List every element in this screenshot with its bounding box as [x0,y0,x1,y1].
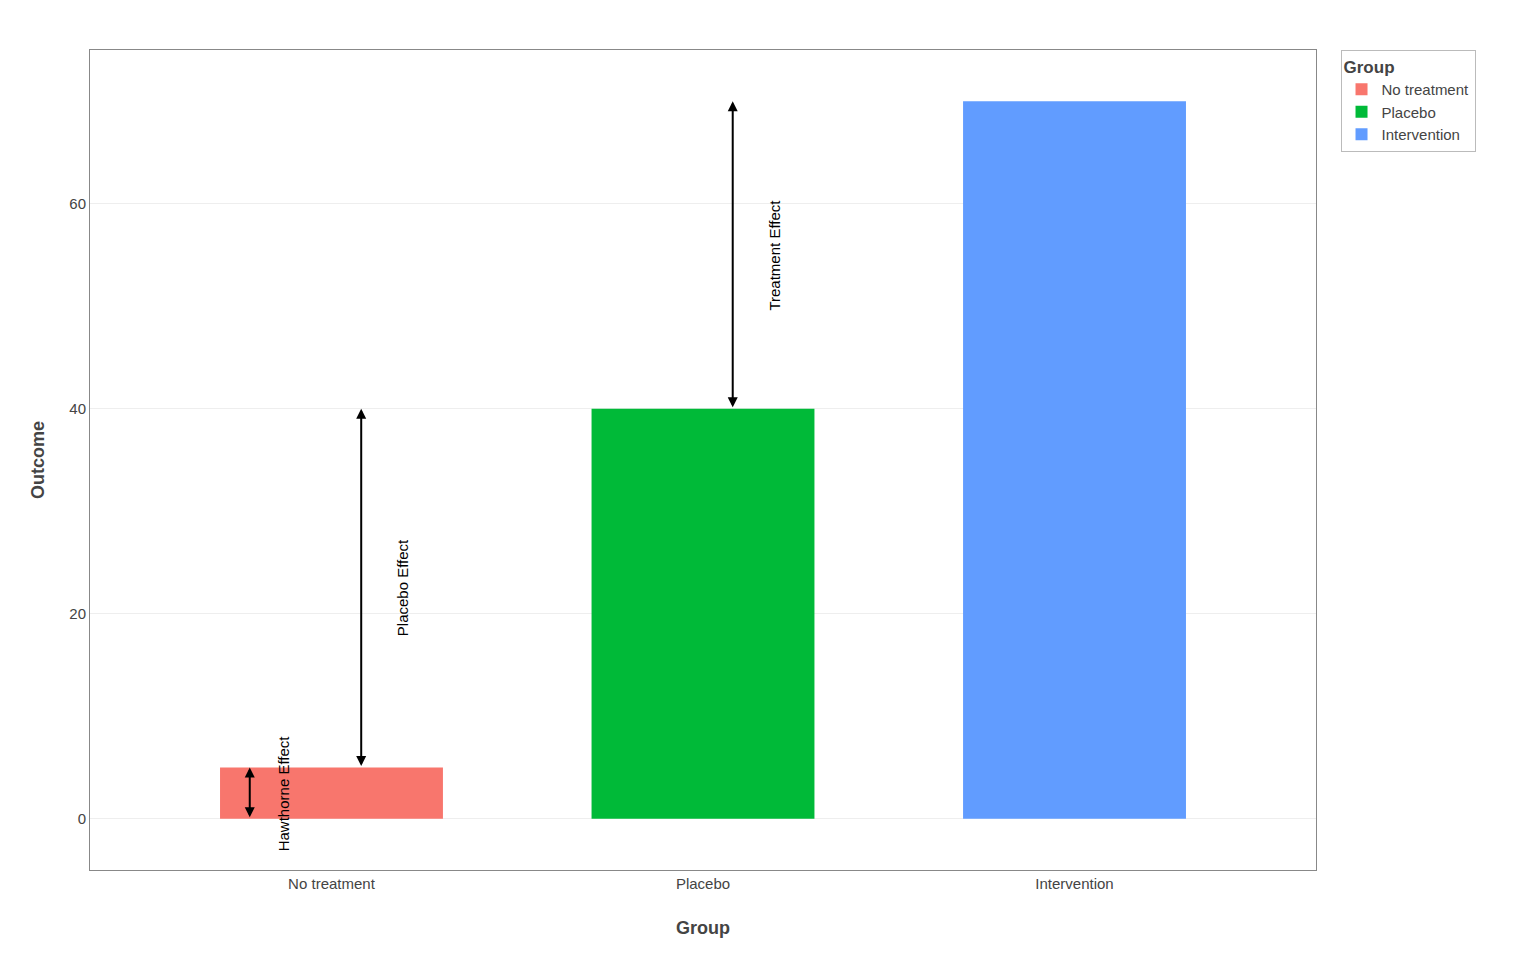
svg-text:60: 60 [69,195,86,212]
svg-text:No treatment: No treatment [288,875,376,892]
svg-text:Placebo: Placebo [1382,104,1436,121]
svg-text:Intervention: Intervention [1382,126,1460,143]
svg-text:40: 40 [69,400,86,417]
svg-text:Placebo: Placebo [676,875,730,892]
svg-text:0: 0 [78,810,86,827]
svg-text:Intervention: Intervention [1035,875,1113,892]
svg-text:Group: Group [676,918,730,938]
svg-text:Treatment Effect: Treatment Effect [766,200,783,311]
svg-text:Outcome: Outcome [28,421,48,499]
svg-text:Placebo Effect: Placebo Effect [394,539,411,636]
svg-text:Group: Group [1344,58,1395,77]
svg-text:20: 20 [69,605,86,622]
svg-text:Hawthorne Effect: Hawthorne Effect [275,736,292,852]
svg-text:No treatment: No treatment [1382,81,1470,98]
